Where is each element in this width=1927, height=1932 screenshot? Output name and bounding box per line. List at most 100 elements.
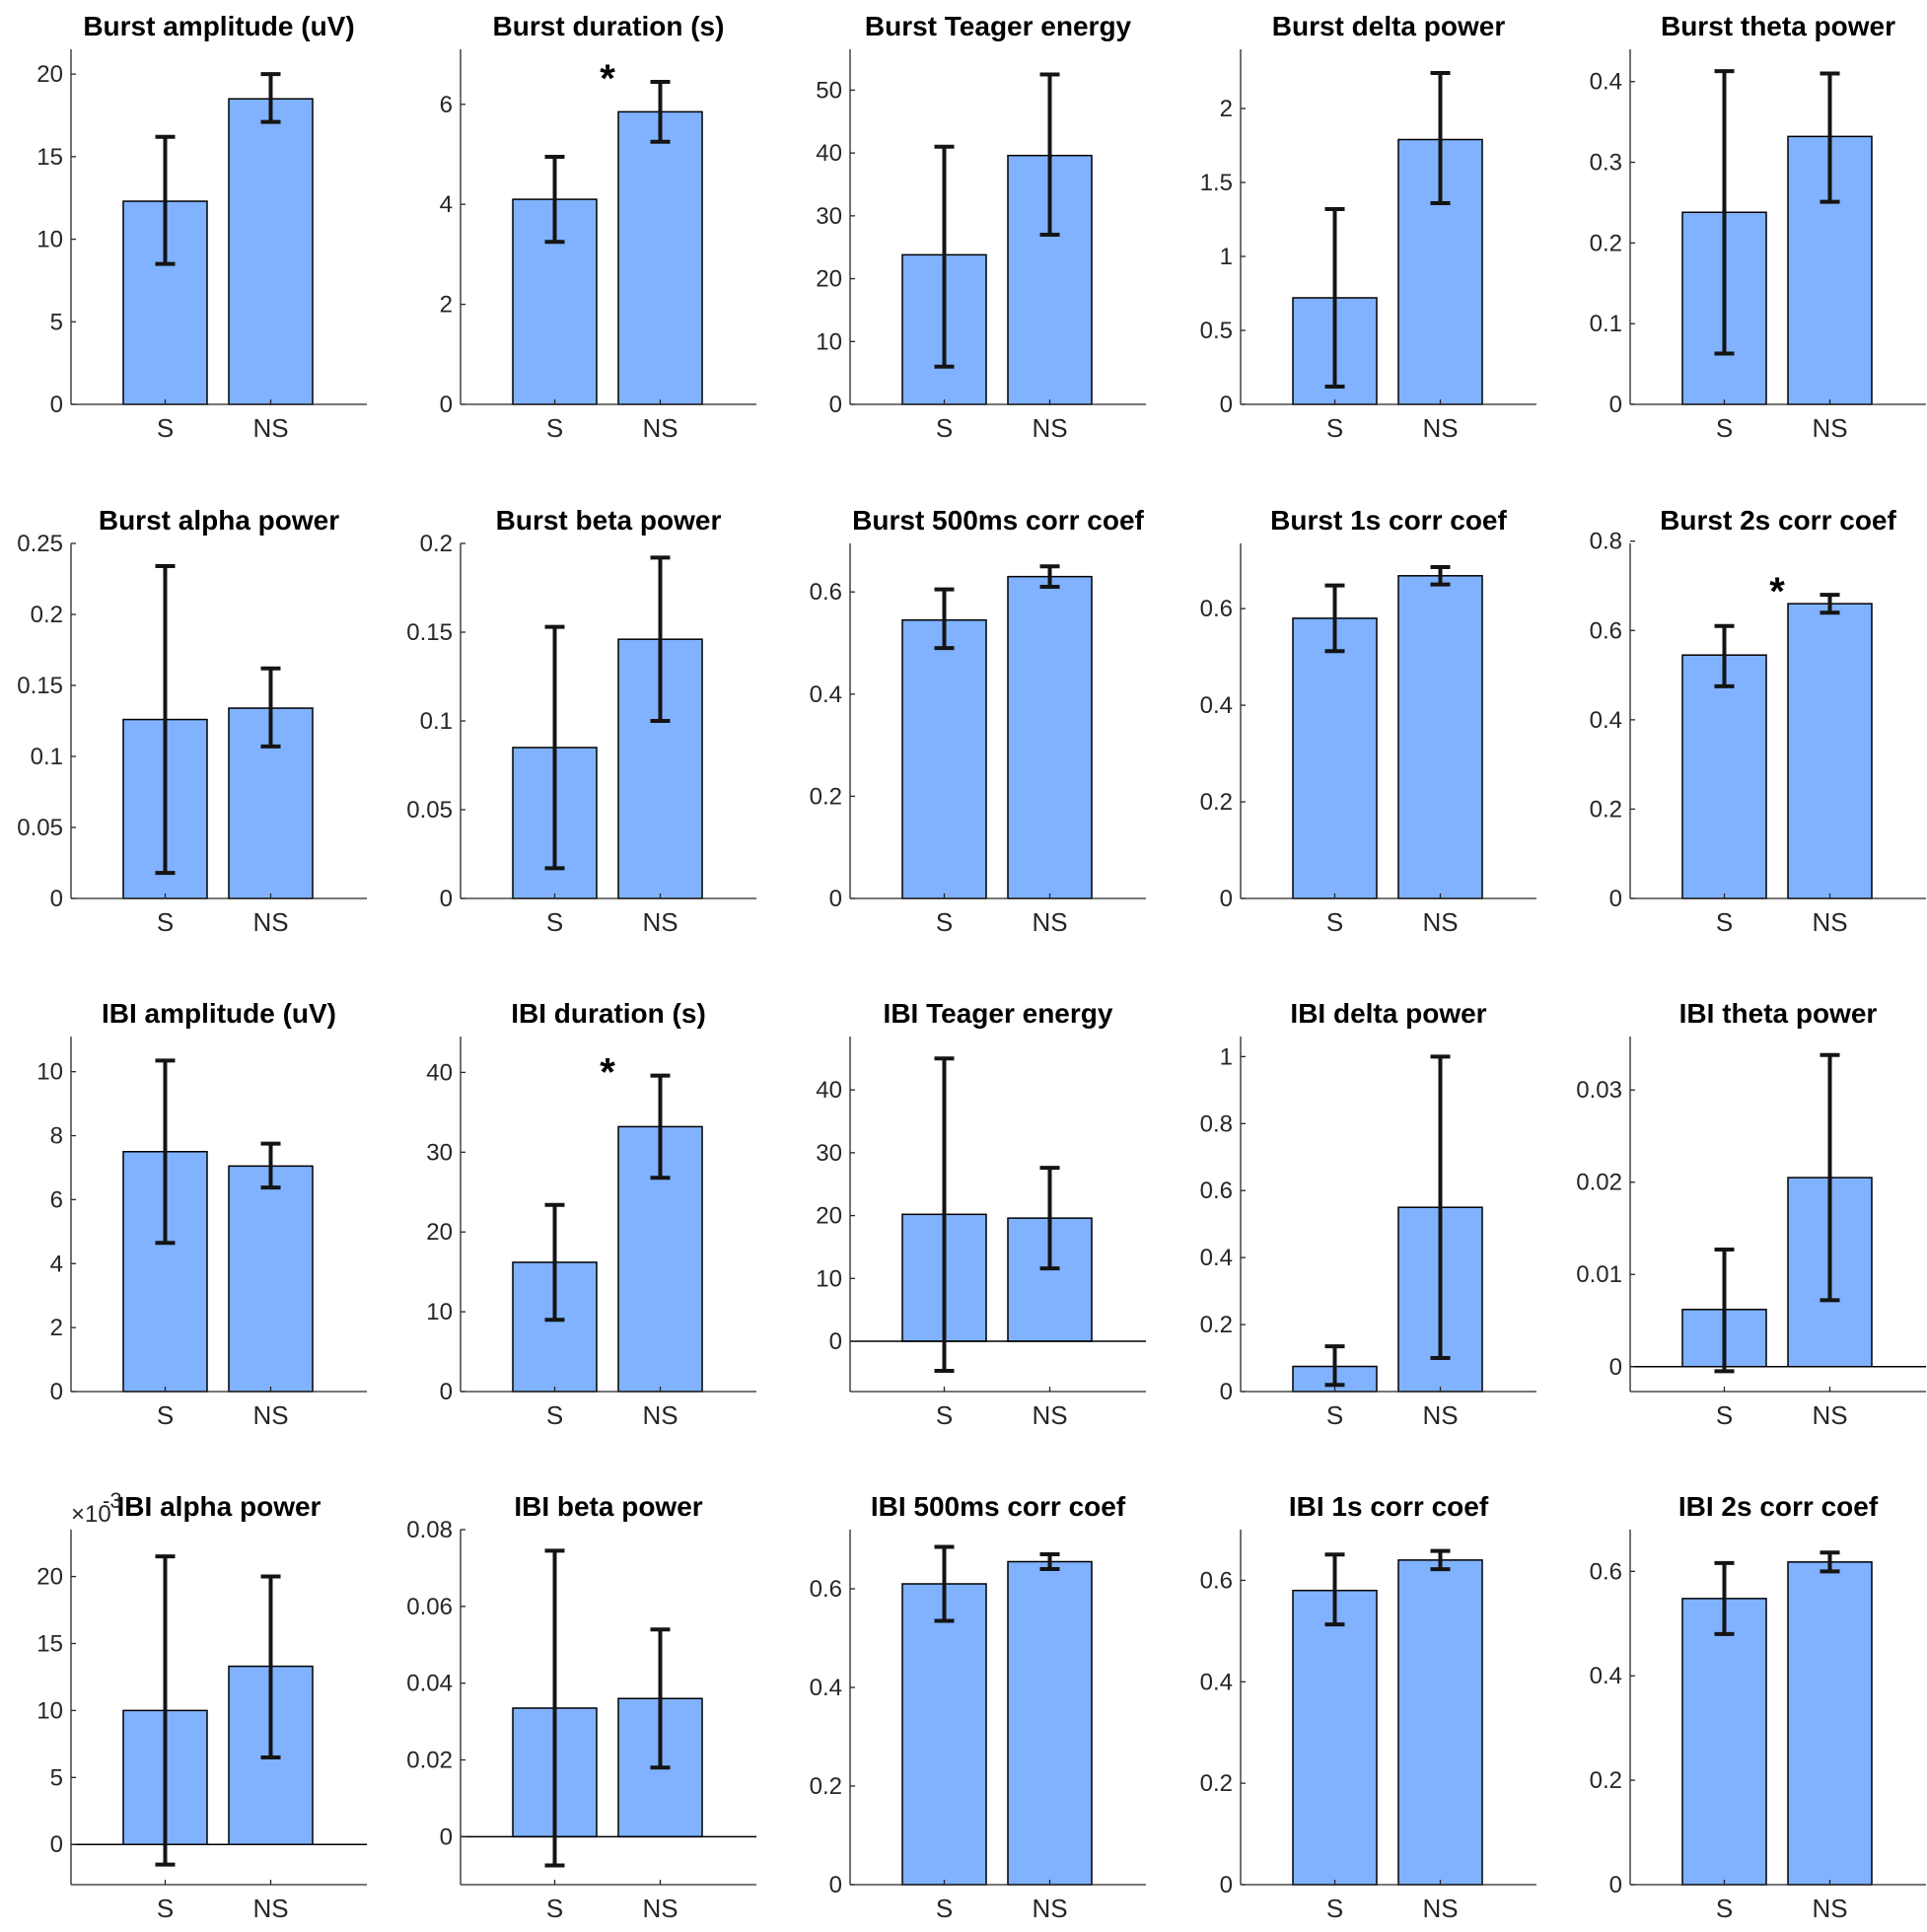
x-tick-label: NS [1032, 1400, 1067, 1430]
error-bar-s [1714, 1248, 1735, 1374]
x-tick-label: NS [1032, 1894, 1067, 1923]
x-tick-label: NS [1422, 1400, 1458, 1430]
subplot-17: IBI beta power 0 0.02 0.04 0.06 0.08 S NS [406, 1491, 756, 1923]
subplot-title: Burst 500ms corr coef [852, 505, 1144, 536]
subplot-19: IBI 1s corr coef 0 0.2 0.4 0.6 S NS [1200, 1491, 1536, 1923]
x-tick-label: S [1716, 907, 1733, 937]
y-tick-label: 40 [816, 140, 842, 167]
y-tick-label: 0.02 [406, 1748, 453, 1774]
subplot-title: Burst theta power [1661, 11, 1895, 41]
subplot-title: Burst Teager energy [865, 11, 1132, 41]
x-tick-label: S [157, 413, 174, 443]
y-tick-label: 0.2 [420, 531, 453, 557]
y-tick-label: 40 [426, 1059, 453, 1086]
y-tick-label: 0.6 [1200, 596, 1233, 622]
y-tick-label: 30 [426, 1139, 453, 1166]
y-tick-label: 0 [440, 1379, 453, 1405]
subplot-title: Burst duration (s) [493, 11, 725, 41]
subplot-title: Burst 2s corr coef [1660, 505, 1896, 536]
x-tick-label: S [936, 1400, 953, 1430]
error-bar-ns [1039, 1166, 1060, 1271]
bar-ns [1787, 603, 1873, 899]
y-tick-label: 0.2 [1590, 796, 1622, 823]
error-bar-ns [260, 72, 281, 124]
significance-asterisk: * [1769, 570, 1785, 613]
y-tick-label: 0 [1220, 886, 1233, 912]
error-bar-ns [650, 1073, 671, 1181]
y-tick-label: 0 [829, 1328, 842, 1355]
subplot-18: IBI 500ms corr coef 0 0.2 0.4 0.6 S NS [810, 1491, 1146, 1923]
error-bar-s [934, 1056, 955, 1373]
y-tick-label: 0.15 [406, 619, 453, 646]
error-bar-ns [1430, 565, 1451, 587]
y-tick-label: 0 [1220, 392, 1233, 418]
error-bar-ns [1039, 1552, 1060, 1571]
y-tick-label: 2 [1220, 96, 1233, 122]
y-tick-label: 20 [36, 61, 63, 88]
y-axis-multiplier: ×10 [71, 1501, 111, 1528]
subplot-10: Burst 2s corr coef 0 0.2 0.4 0.6 0.8 S NS * [1590, 505, 1926, 937]
x-tick-label: S [1716, 1894, 1733, 1923]
x-tick-label: S [1716, 413, 1733, 443]
y-tick-label: 0.6 [1200, 1567, 1233, 1594]
bar-ns [1397, 1559, 1483, 1886]
subplot-4: Burst delta power 0 0.5 1 1.5 2 S NS [1200, 11, 1536, 443]
x-tick-label: S [1326, 1894, 1343, 1923]
y-tick-label: 0 [1220, 1872, 1233, 1898]
subplot-title: Burst beta power [496, 505, 722, 536]
subplot-title: IBI beta power [514, 1491, 702, 1522]
subplot-title: IBI Teager energy [884, 998, 1113, 1029]
subplot-title: IBI amplitude (uV) [102, 998, 336, 1029]
y-tick-label: 20 [816, 1203, 842, 1230]
y-tick-label: 0.4 [1200, 1245, 1233, 1271]
x-tick-label: NS [642, 1400, 678, 1430]
y-tick-label: 1 [1220, 1043, 1233, 1070]
bar-s [901, 618, 987, 899]
bar-ns [1397, 575, 1483, 899]
subplot-title: Burst 1s corr coef [1270, 505, 1507, 536]
subplot-20: IBI 2s corr coef 0 0.2 0.4 0.6 S NS [1590, 1491, 1926, 1923]
y-tick-label: 0.02 [1576, 1170, 1622, 1196]
error-bar-ns [260, 1141, 281, 1190]
bar-ns [1787, 1561, 1873, 1886]
error-bar-ns [1430, 1548, 1451, 1572]
x-tick-label: S [936, 1894, 953, 1923]
y-tick-label: 0 [1609, 886, 1622, 912]
error-bar-s [1324, 583, 1345, 654]
x-tick-label: S [1716, 1400, 1733, 1430]
error-bar-s [1714, 623, 1735, 688]
error-bar-ns [1820, 1052, 1840, 1303]
y-tick-label: 0.3 [1590, 150, 1622, 177]
subplot-15: IBI theta power 0 0.01 0.02 0.03 S NS [1576, 998, 1926, 1430]
error-bar-s [1324, 1552, 1345, 1627]
subplot-title: IBI 1s corr coef [1289, 1491, 1489, 1522]
error-bar-ns [260, 1574, 281, 1759]
y-tick-label: 0 [829, 886, 842, 912]
y-tick-label: 10 [36, 1059, 63, 1086]
significance-asterisk: * [600, 57, 615, 101]
bar-ns [1007, 1560, 1093, 1886]
significance-asterisk: * [600, 1051, 615, 1095]
y-tick-label: 0 [1609, 1354, 1622, 1381]
x-tick-label: NS [1812, 1894, 1847, 1923]
error-bar-ns [1820, 593, 1840, 615]
x-tick-label: S [157, 1894, 174, 1923]
y-tick-label: 40 [816, 1077, 842, 1104]
y-tick-label: 0 [829, 1872, 842, 1898]
error-bar-s [155, 564, 176, 876]
subplot-1: Burst amplitude (uV) 0 5 10 15 20 S NS [36, 11, 367, 443]
y-tick-label: 0 [829, 392, 842, 418]
bar-s [1681, 1598, 1767, 1886]
error-bar-ns [1820, 71, 1840, 204]
x-tick-label: S [1326, 1400, 1343, 1430]
x-tick-label: NS [252, 413, 288, 443]
x-tick-label: NS [1812, 907, 1847, 937]
y-tick-label: 0 [50, 1379, 63, 1405]
error-bar-s [1714, 69, 1735, 356]
x-tick-label: S [157, 1400, 174, 1430]
bar-s [1292, 1589, 1378, 1886]
y-tick-label: 0 [1609, 1872, 1622, 1898]
subplot-title: IBI 500ms corr coef [871, 1491, 1126, 1522]
error-bar-s [934, 1544, 955, 1623]
